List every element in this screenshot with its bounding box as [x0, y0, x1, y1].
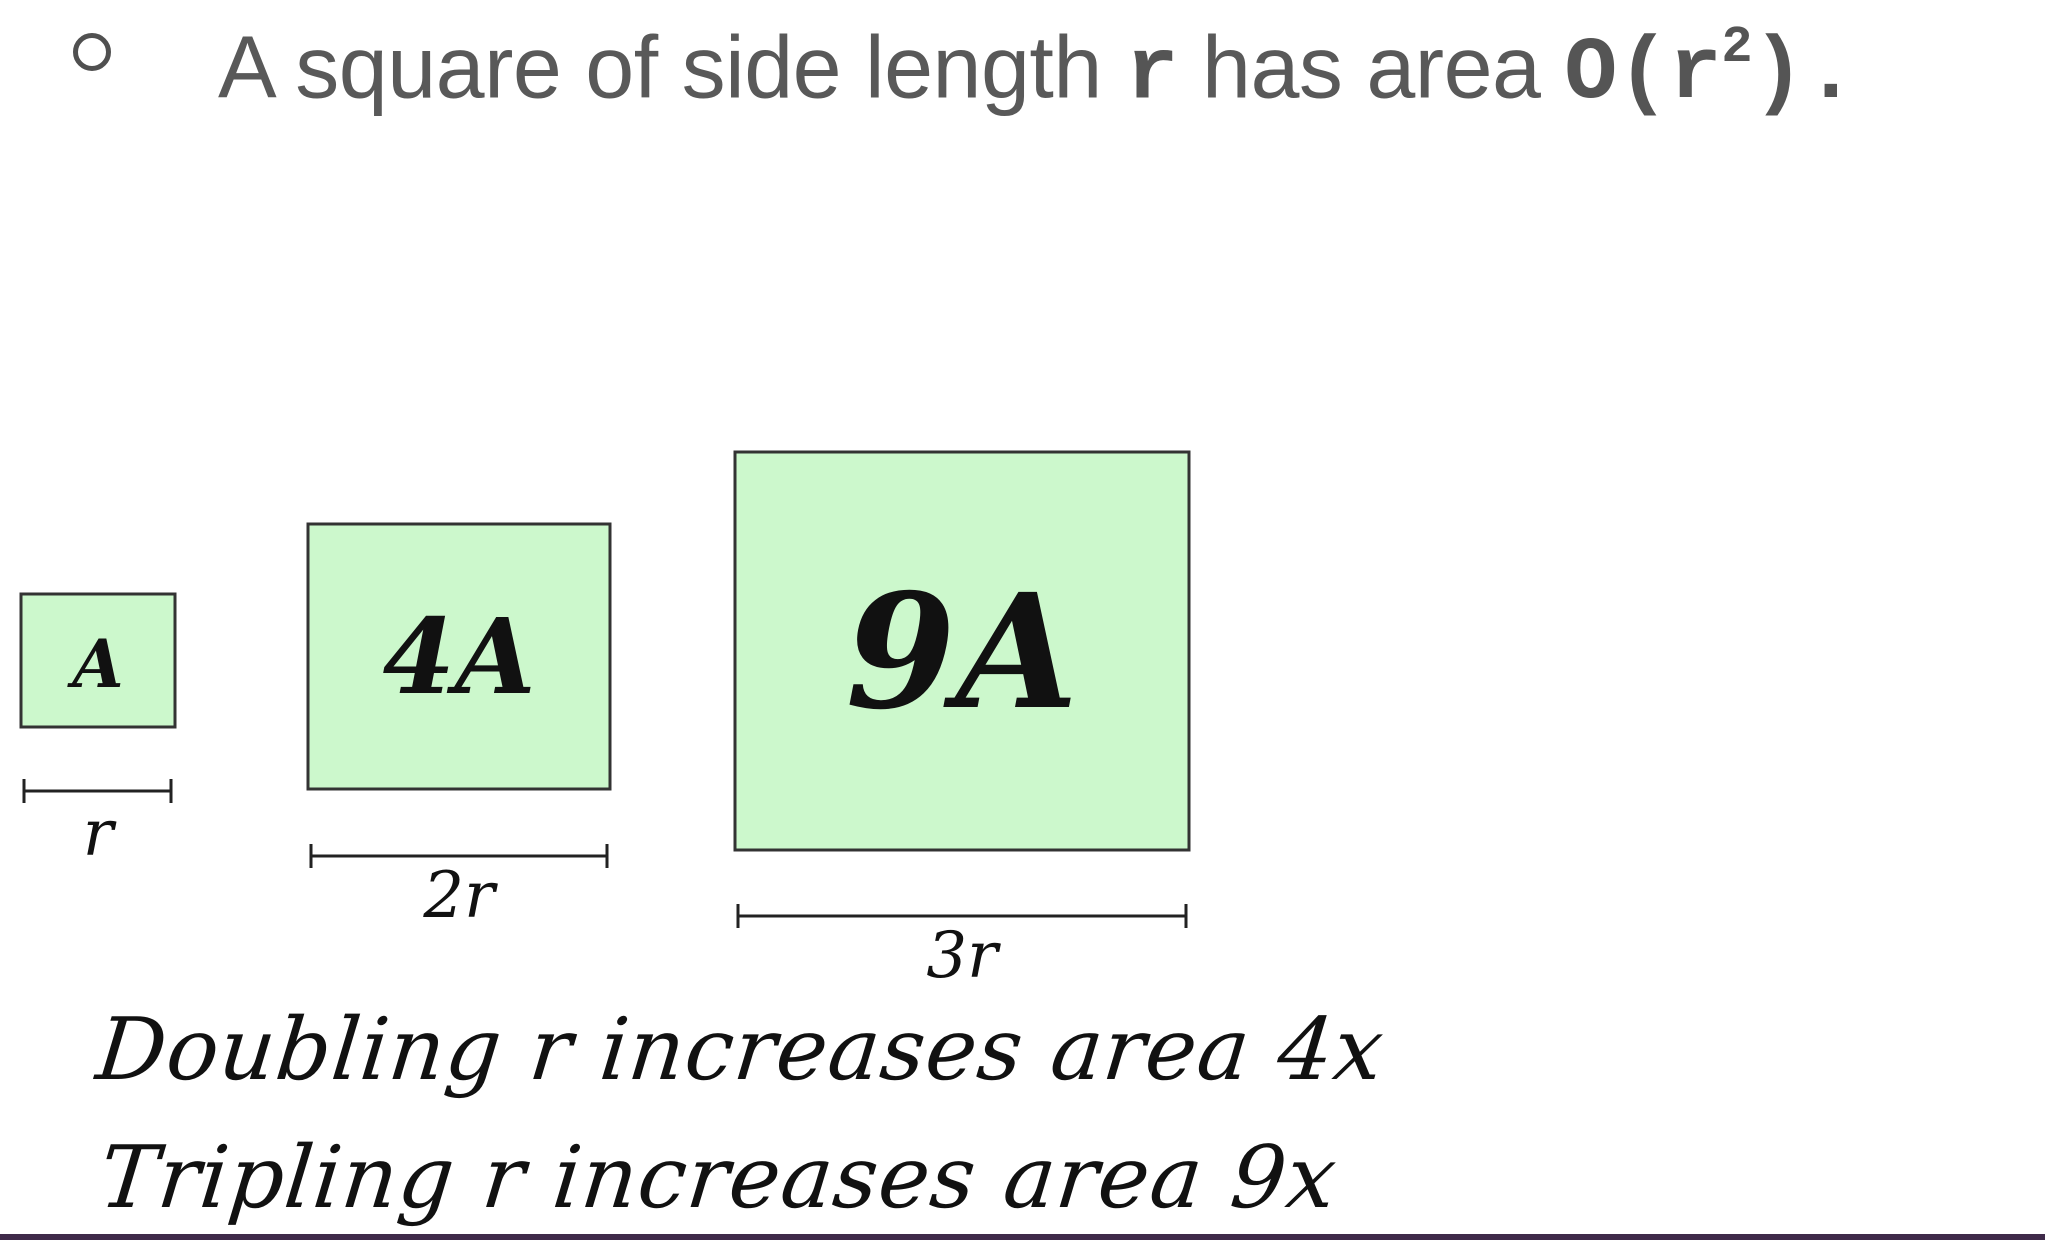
square-3: 9A 3r — [733, 450, 1191, 993]
bullet-text-before: A square of side length — [218, 17, 1126, 117]
bullet-row: A square of side length r has area O(r2)… — [0, 0, 2045, 124]
handwritten-note-tripling: Tripling r increases area 9x — [95, 1128, 1342, 1228]
square-1: A r — [19, 592, 177, 871]
square-2-box — [306, 522, 612, 791]
square-2-area-label: 4A — [382, 595, 535, 718]
big-o-suffix: ). — [1752, 25, 1857, 125]
square-3-dimension-line — [736, 904, 1188, 928]
big-o-var: r — [1669, 25, 1722, 125]
big-o-prefix: O( — [1564, 25, 1670, 125]
square-2: 4A 2r — [306, 522, 612, 933]
square-3-area-label: 9A — [846, 560, 1079, 745]
variable-r: r — [1125, 25, 1179, 125]
bullet-text: A square of side length r has area O(r2)… — [218, 4, 1857, 125]
square-3-side-label: 3r — [926, 919, 1001, 993]
square-1-box — [19, 592, 177, 729]
square-2-dimension-line — [309, 844, 609, 868]
square-1-area-label: A — [66, 625, 123, 703]
bullet-text-middle: has area — [1178, 17, 1565, 117]
square-3-box — [733, 450, 1191, 852]
square-1-side-label: r — [83, 797, 117, 871]
bottom-border — [0, 1234, 2045, 1240]
square-2-side-label: 2r — [422, 859, 498, 933]
square-1-dimension-line — [22, 779, 173, 803]
handwritten-note-doubling: Doubling r increases area 4x — [92, 1000, 1389, 1100]
hollow-circle-bullet-icon — [73, 33, 111, 71]
big-o-notation: O(r2). — [1564, 18, 1857, 125]
big-o-exponent: 2 — [1721, 18, 1753, 77]
